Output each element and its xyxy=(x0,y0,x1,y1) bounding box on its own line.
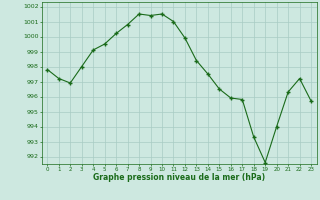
X-axis label: Graphe pression niveau de la mer (hPa): Graphe pression niveau de la mer (hPa) xyxy=(93,173,265,182)
